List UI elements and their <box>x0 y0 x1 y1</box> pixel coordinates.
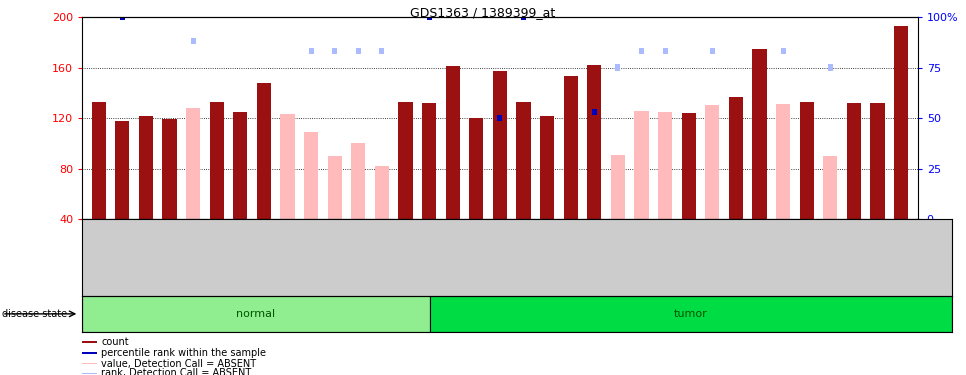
Bar <box>639 48 644 54</box>
Bar <box>521 14 526 20</box>
Bar <box>611 155 625 219</box>
Bar <box>568 0 573 4</box>
Bar <box>352 144 365 219</box>
Text: disease state: disease state <box>2 309 67 319</box>
Bar <box>635 111 648 219</box>
Bar <box>445 66 460 219</box>
Bar <box>776 104 790 219</box>
Bar <box>92 102 105 219</box>
Bar <box>540 116 554 219</box>
Bar <box>545 0 550 4</box>
Text: percentile rank within the sample: percentile rank within the sample <box>101 348 267 358</box>
Bar <box>167 0 172 4</box>
Bar <box>710 48 715 54</box>
Bar <box>327 156 342 219</box>
Text: GDS1363 / 1389399_at: GDS1363 / 1389399_at <box>411 6 555 19</box>
Bar <box>828 64 833 70</box>
Bar <box>82 363 97 364</box>
Bar <box>733 0 738 4</box>
Bar <box>82 296 430 332</box>
Bar <box>233 112 247 219</box>
Text: normal: normal <box>237 309 275 319</box>
Bar <box>800 102 813 219</box>
Bar <box>517 102 530 219</box>
Bar <box>375 166 389 219</box>
Bar <box>663 48 668 54</box>
Bar <box>686 0 692 4</box>
Bar <box>682 113 696 219</box>
Bar <box>82 373 97 374</box>
Bar <box>493 71 507 219</box>
Bar <box>823 156 838 219</box>
Text: count: count <box>101 337 129 347</box>
Bar <box>304 132 318 219</box>
Bar <box>729 97 743 219</box>
Bar <box>82 342 97 343</box>
Bar <box>427 14 432 20</box>
Bar <box>115 121 129 219</box>
Bar <box>210 102 224 219</box>
Bar <box>422 103 437 219</box>
Bar <box>847 103 861 219</box>
Bar <box>615 64 620 70</box>
Bar <box>280 114 295 219</box>
Bar <box>332 48 337 54</box>
Bar <box>257 83 270 219</box>
Text: tumor: tumor <box>674 309 707 319</box>
Bar <box>587 65 602 219</box>
Bar <box>308 48 314 54</box>
Bar <box>781 48 785 54</box>
Bar <box>875 0 880 4</box>
Bar <box>82 352 97 354</box>
Bar <box>355 48 360 54</box>
Bar <box>190 38 195 44</box>
Bar <box>469 118 483 219</box>
Bar <box>658 112 672 219</box>
Bar <box>139 116 153 219</box>
Bar <box>398 102 412 219</box>
Bar <box>120 14 125 20</box>
Bar <box>805 0 810 4</box>
Bar <box>143 0 149 4</box>
Bar <box>753 48 767 219</box>
Bar <box>592 109 597 115</box>
Bar <box>705 105 720 219</box>
Bar <box>430 296 952 332</box>
Bar <box>563 76 578 219</box>
Bar <box>380 48 384 54</box>
Text: value, Detection Call = ABSENT: value, Detection Call = ABSENT <box>101 358 257 369</box>
Bar <box>162 119 177 219</box>
Bar <box>186 108 200 219</box>
Bar <box>497 115 502 121</box>
Text: rank, Detection Call = ABSENT: rank, Detection Call = ABSENT <box>101 369 252 375</box>
Bar <box>851 0 857 4</box>
Bar <box>870 103 885 219</box>
Bar <box>895 26 908 219</box>
